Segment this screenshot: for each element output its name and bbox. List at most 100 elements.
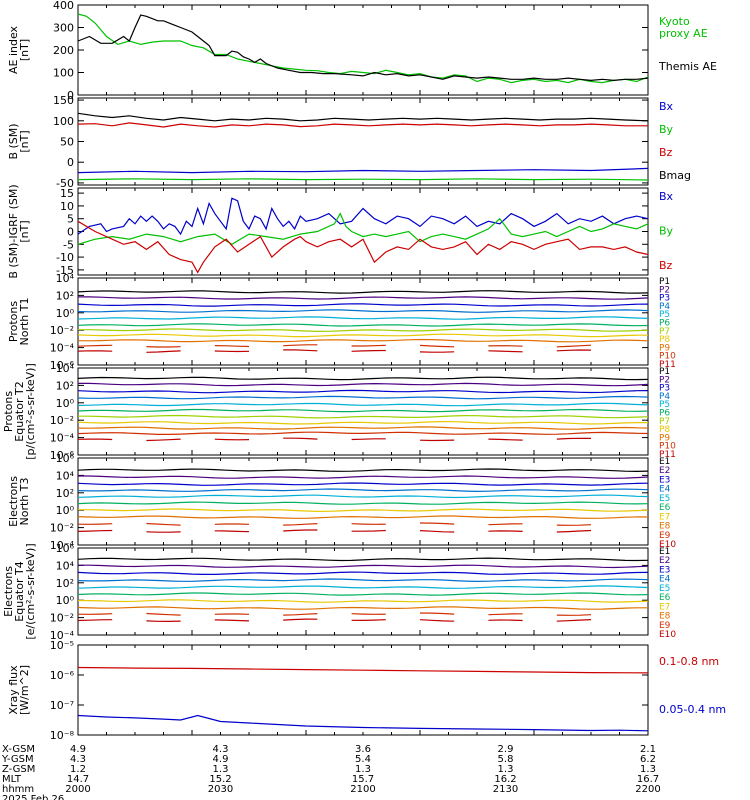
x-axis-value: 16.2 [494, 774, 516, 785]
series-line-Bx [77, 197, 649, 236]
series-line-P3 [77, 303, 649, 307]
series-line-E8 [77, 515, 649, 519]
series-line-P8 [77, 420, 648, 425]
series-line-E10 [556, 529, 592, 533]
y-tick-label: 15 [60, 187, 74, 200]
legend-label-P5: P5 [659, 310, 670, 320]
x-axis-value: 1.3 [640, 764, 656, 775]
x-axis-value: 15.2 [209, 774, 231, 785]
y-tick-label: 10 [60, 200, 74, 213]
x-axis-value: 6.2 [640, 754, 656, 765]
y-tick-label: 10⁴ [56, 272, 75, 285]
legend-label-P2: P2 [659, 285, 670, 295]
y-axis-label: Xray flux[W/m^2] [7, 665, 31, 715]
legend-label-P1: P1 [659, 367, 670, 377]
series-line-P1 [77, 290, 649, 294]
x-axis-value: 1.2 [70, 764, 86, 775]
x-axis-value: 1.3 [498, 764, 514, 775]
series-line-E5 [77, 494, 649, 499]
y-axis-label-line: Xray flux [7, 665, 20, 715]
series-line-P2 [78, 296, 649, 300]
series-line-P11 [488, 350, 523, 353]
series-line-E3 [77, 482, 649, 486]
y-axis-label-line: [nT] [18, 130, 31, 152]
x-axis-row-label: Z-GSM [2, 764, 35, 775]
legend-label-P3: P3 [659, 294, 670, 304]
date-label: 2025 Feb 26 [2, 794, 64, 800]
series-line-P6 [77, 408, 649, 413]
legend-label-P8: P8 [659, 335, 670, 345]
series-line-E10 [77, 529, 113, 532]
legend-label-P11: P11 [659, 450, 676, 460]
y-axis-label: B (SM)[nT] [7, 123, 31, 159]
x-axis-value: 2100 [350, 784, 375, 795]
x-axis-value: 2200 [635, 784, 660, 795]
series-line-E9 [77, 613, 113, 615]
x-axis-row-label: hhmm [2, 784, 34, 795]
legend-label-E8: E8 [659, 612, 671, 622]
y-tick-label: 400 [53, 0, 74, 12]
legend-label-E6: E6 [659, 503, 671, 513]
x-axis-value: 4.3 [213, 744, 229, 755]
series-line-E6 [77, 501, 649, 505]
x-axis-value: 2030 [208, 784, 233, 795]
y-axis-label-line: [p/(cm²-s-sr-keV)] [24, 363, 37, 460]
x-axis-value: 2.9 [498, 744, 514, 755]
x-axis-value: 1.3 [213, 764, 229, 775]
y-tick-label: 0 [67, 89, 74, 102]
series-line-P10 [351, 344, 386, 347]
series-line-P10 [214, 345, 250, 348]
legend-label-P2: P2 [659, 375, 670, 385]
y-axis-label-line: [nT] [18, 39, 31, 61]
legend-label-E7: E7 [659, 512, 670, 522]
y-tick-label: 10⁶ [56, 542, 75, 555]
legend-label-E9: E9 [659, 621, 671, 631]
y-tick-label: 10⁻⁶ [50, 449, 75, 462]
series-line-P11 [146, 350, 181, 353]
y-tick-label: -5 [63, 238, 74, 251]
series-line-E10 [283, 618, 318, 621]
series-line-Kyoto proxy AE [77, 13, 649, 84]
x-axis-value: 14.7 [67, 774, 89, 785]
legend-label-P9: P9 [659, 433, 670, 443]
legend-label-P8: P8 [659, 425, 670, 435]
series-line-E9 [351, 613, 386, 615]
series-line-P4 [77, 309, 649, 313]
legend-label-P1: P1 [659, 277, 670, 287]
series-line-P11 [214, 350, 250, 353]
series-line-P8 [77, 333, 648, 338]
legend-label-E2: E2 [659, 466, 670, 476]
series-line-0.1-0.8 nm [77, 666, 649, 674]
y-axis-label-line: Electrons [2, 566, 15, 617]
series-line-P9 [77, 426, 649, 430]
series-line-P10 [283, 344, 318, 347]
y-axis-label-line: AE index [7, 25, 20, 74]
legend-label-E1: E1 [659, 457, 670, 467]
y-tick-label: 10² [56, 379, 74, 392]
x-axis-value: 5.8 [498, 754, 514, 765]
series-line-P5 [77, 316, 649, 320]
y-tick-label: 5 [67, 213, 74, 226]
y-tick-label: 10⁻⁴ [50, 432, 75, 445]
legend-label-By: By [659, 123, 674, 136]
y-tick-label: 10⁻⁴ [50, 629, 75, 642]
legend-label-Bz: Bz [659, 259, 673, 272]
legend-label-E3: E3 [659, 475, 670, 485]
y-tick-label: 10⁻² [50, 324, 74, 337]
y-tick-label: 10⁻⁶ [50, 359, 75, 372]
series-line-E1 [77, 557, 649, 562]
y-tick-label: 10⁻² [50, 522, 74, 535]
y-tick-label: 10⁻² [50, 414, 74, 427]
y-tick-label: 10⁴ [56, 469, 75, 482]
y-tick-label: 100 [53, 115, 74, 128]
series-line-P11 [214, 438, 250, 441]
series-line-E10 [283, 529, 318, 532]
y-axis-label-line: Electrons [7, 476, 20, 527]
series-line-P4 [77, 395, 649, 400]
series-line-E10 [488, 619, 523, 622]
series-line-E2 [78, 475, 649, 479]
x-axis-value: 2130 [493, 784, 518, 795]
